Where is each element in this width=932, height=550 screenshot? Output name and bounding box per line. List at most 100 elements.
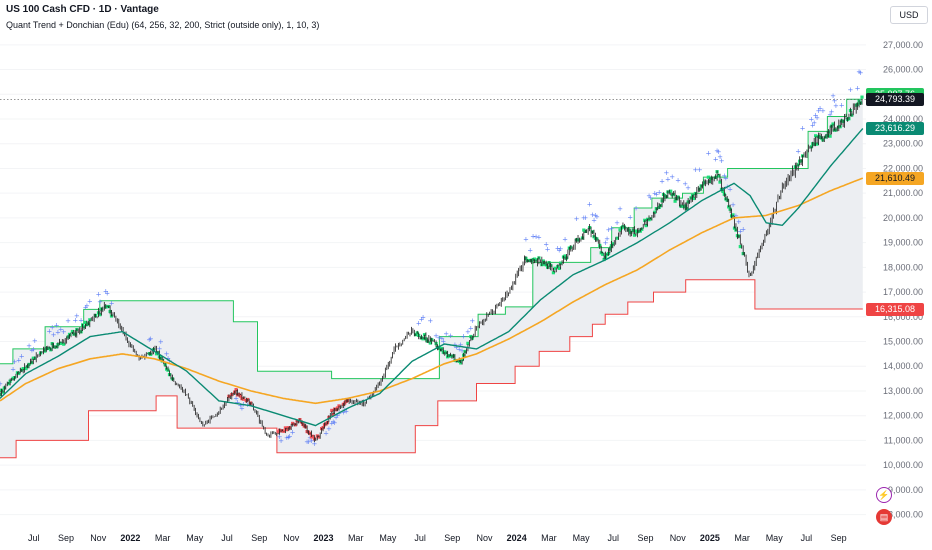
lightning-icon[interactable]: ⚡: [876, 487, 892, 503]
cross-marker: +: [603, 239, 609, 247]
cross-marker: +: [285, 434, 291, 442]
cross-marker: +: [461, 332, 467, 340]
y-tick-label: 10,000.00: [883, 460, 923, 470]
cross-marker: +: [87, 297, 93, 305]
cross-marker: +: [49, 324, 55, 332]
bull-marker: [557, 266, 561, 270]
lower-channel-line: [0, 279, 863, 459]
bull-marker: [814, 134, 818, 138]
time-axis[interactable]: Jul Sep Nov 2022 Mar May Jul Sep Nov 2023 Mar May Ju…: [28, 533, 847, 543]
cross-marker: +: [278, 437, 284, 445]
cross-marker: +: [740, 225, 746, 233]
x-tick-label: Jul: [801, 533, 813, 543]
cross-marker: +: [335, 411, 341, 419]
cross-marker: +: [533, 233, 539, 241]
us-flag-icon[interactable]: ▤: [876, 509, 892, 525]
cross-marker: +: [323, 430, 329, 438]
cross-marker: +: [65, 317, 71, 325]
x-tick-label: Nov: [670, 533, 687, 543]
x-tick-label: Jul: [608, 533, 620, 543]
cross-marker: +: [810, 121, 816, 129]
x-tick-label: 2025: [700, 533, 720, 543]
bull-marker: [706, 175, 710, 179]
cross-marker: +: [58, 326, 64, 334]
cross-marker: +: [669, 173, 675, 181]
cross-marker: +: [148, 335, 154, 343]
cross-marker: +: [591, 216, 597, 224]
cross-marker: +: [239, 404, 245, 412]
cross-marker: +: [665, 176, 671, 184]
cross-marker: +: [340, 409, 346, 417]
cross-marker: +: [714, 147, 720, 155]
y-tick-label: 14,000.00: [883, 361, 923, 371]
x-tick-label: Sep: [831, 533, 847, 543]
cross-marker: +: [830, 92, 836, 100]
bull-marker: [632, 233, 637, 237]
bull-marker: [460, 358, 464, 362]
cross-marker: +: [811, 119, 817, 127]
chart-title[interactable]: US 100 Cash CFD · 1D · Vantage: [6, 4, 159, 15]
bull-marker: [62, 342, 66, 346]
bull-marker: [553, 266, 557, 270]
cross-marker: +: [858, 69, 864, 77]
cross-marker: +: [716, 148, 722, 156]
y-tick-label: 26,000.00: [883, 65, 923, 75]
x-tick-label: Jul: [414, 533, 426, 543]
bull-marker: [643, 218, 647, 222]
cross-marker: +: [51, 331, 57, 339]
cross-marker: +: [468, 325, 474, 333]
cross-marker: +: [103, 288, 109, 296]
bear-marker: [234, 388, 238, 392]
x-tick-label: May: [766, 533, 784, 543]
cross-marker: +: [343, 408, 349, 416]
x-tick-label: Nov: [476, 533, 493, 543]
cross-marker: +: [61, 328, 67, 336]
channel-fill: [0, 99, 863, 458]
indicator-legend[interactable]: Quant Trend + Donchian (Edu) (64, 256, 3…: [6, 20, 320, 30]
bull-marker: [673, 199, 677, 203]
cross-marker: +: [330, 418, 336, 426]
cross-marker: +: [827, 111, 833, 119]
cross-marker: +: [12, 358, 18, 366]
donchian-band-fill: [0, 99, 863, 458]
cross-marker: +: [646, 192, 652, 200]
cross-marker: +: [813, 111, 819, 119]
cross-marker: +: [627, 213, 633, 221]
x-tick-label: Nov: [283, 533, 300, 543]
cross-marker: +: [465, 328, 471, 336]
currency-button[interactable]: USD: [890, 6, 928, 24]
bull-marker: [618, 228, 622, 232]
cross-marker: +: [737, 228, 743, 236]
cross-marker: +: [54, 322, 60, 330]
cross-marker: +: [692, 166, 698, 174]
cross-marker: +: [814, 114, 820, 122]
price-axis[interactable]: 27,000.0026,000.0025,000.0024,000.0023,0…: [883, 40, 923, 520]
cross-marker: +: [581, 214, 587, 222]
cross-marker: +: [458, 341, 464, 349]
x-tick-label: 2023: [313, 533, 333, 543]
x-tick-label: May: [573, 533, 591, 543]
cross-marker: +: [84, 302, 90, 310]
cross-marker: +: [453, 344, 459, 352]
cross-marker: +: [238, 401, 244, 409]
cross-marker: +: [326, 425, 332, 433]
cross-marker: +: [32, 337, 38, 345]
cross-marker: +: [582, 214, 588, 222]
cross-marker: +: [656, 188, 662, 196]
bull-marker: [611, 242, 615, 246]
cross-marker: +: [530, 233, 536, 241]
cross-marker: +: [717, 153, 723, 161]
cross-marker: +: [839, 101, 845, 109]
cross-marker: +: [574, 215, 580, 223]
y-tick-label: 15,000.00: [883, 337, 923, 347]
bull-marker: [59, 341, 63, 345]
cross-marker: +: [652, 189, 658, 197]
cross-marker: +: [233, 395, 239, 403]
cross-marker: +: [675, 176, 681, 184]
y-tick-label: 12,000.00: [883, 411, 923, 421]
cross-marker: +: [808, 115, 814, 123]
cross-marker: +: [235, 399, 241, 407]
bull-marker: [466, 341, 470, 345]
cross-marker: +: [558, 245, 564, 253]
